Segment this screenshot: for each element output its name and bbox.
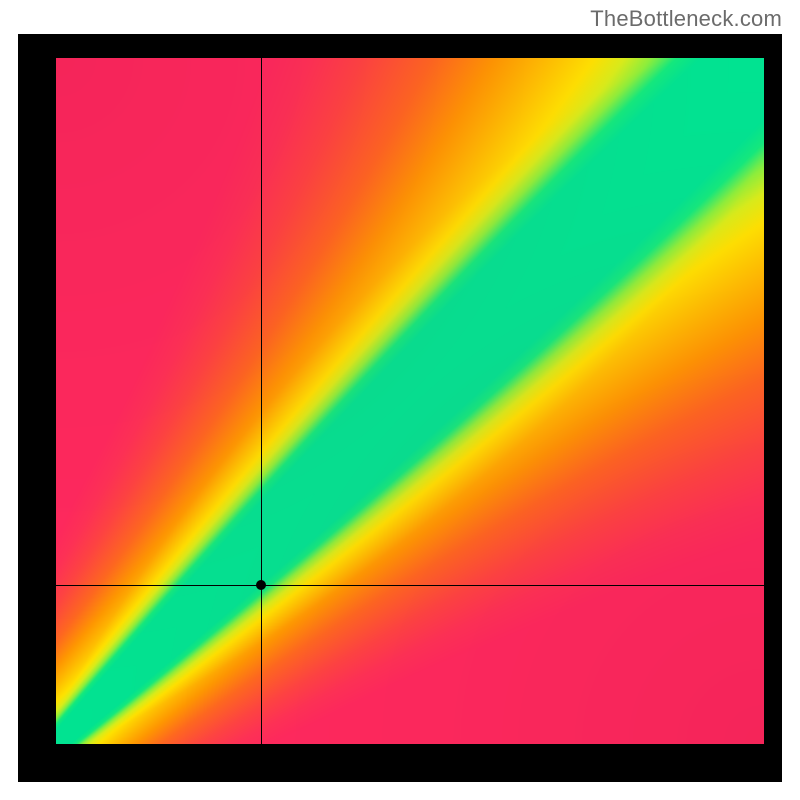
heatmap-canvas <box>56 58 764 744</box>
heatmap-plot <box>56 58 764 744</box>
root: TheBottleneck.com <box>0 0 800 800</box>
watermark-text: TheBottleneck.com <box>590 6 782 32</box>
chart-frame <box>18 34 782 782</box>
